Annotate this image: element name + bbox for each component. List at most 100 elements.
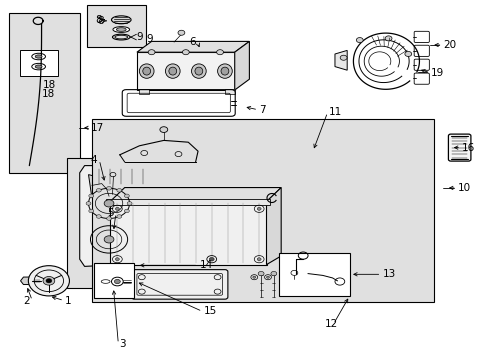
Circle shape	[385, 36, 391, 41]
Text: 4: 4	[90, 155, 97, 165]
Ellipse shape	[139, 64, 154, 78]
Text: 7: 7	[259, 105, 265, 115]
Circle shape	[46, 279, 52, 283]
Polygon shape	[234, 41, 249, 90]
Ellipse shape	[217, 64, 232, 78]
Bar	[139, 89, 149, 94]
Bar	[9, 13, 80, 173]
Text: 20: 20	[443, 40, 456, 50]
Circle shape	[340, 55, 346, 60]
Polygon shape	[110, 188, 281, 202]
Text: 3: 3	[119, 339, 126, 349]
Bar	[278, 253, 349, 296]
Text: 14: 14	[199, 260, 212, 270]
Ellipse shape	[165, 64, 180, 78]
Polygon shape	[334, 50, 346, 70]
Circle shape	[117, 189, 122, 192]
Bar	[92, 119, 433, 302]
Polygon shape	[80, 166, 160, 266]
Circle shape	[124, 194, 129, 198]
Circle shape	[127, 202, 132, 205]
FancyBboxPatch shape	[413, 31, 428, 42]
Polygon shape	[110, 202, 266, 265]
Circle shape	[106, 217, 111, 220]
Text: 11: 11	[328, 107, 341, 117]
Circle shape	[96, 189, 101, 192]
Circle shape	[266, 276, 269, 278]
Circle shape	[252, 276, 255, 278]
Circle shape	[270, 271, 276, 276]
Text: 9: 9	[136, 32, 142, 42]
Circle shape	[114, 279, 120, 284]
Circle shape	[86, 202, 91, 205]
FancyBboxPatch shape	[131, 270, 227, 299]
Ellipse shape	[113, 27, 129, 32]
Text: 17: 17	[91, 123, 104, 133]
Circle shape	[356, 37, 363, 42]
Ellipse shape	[116, 28, 126, 31]
Polygon shape	[20, 277, 32, 284]
Circle shape	[257, 258, 261, 261]
Circle shape	[117, 215, 122, 218]
Text: 12: 12	[324, 319, 337, 329]
Polygon shape	[137, 41, 249, 52]
Polygon shape	[88, 175, 109, 198]
Circle shape	[148, 50, 155, 55]
Bar	[20, 50, 58, 76]
Circle shape	[104, 200, 114, 207]
Circle shape	[28, 266, 69, 296]
Text: 10: 10	[457, 183, 470, 193]
Circle shape	[404, 51, 411, 57]
FancyBboxPatch shape	[413, 59, 428, 70]
Text: 13: 13	[382, 269, 395, 279]
FancyBboxPatch shape	[413, 45, 428, 57]
Ellipse shape	[35, 55, 42, 58]
Circle shape	[115, 207, 119, 210]
Circle shape	[43, 276, 55, 285]
Circle shape	[115, 258, 119, 261]
Text: 5: 5	[107, 208, 114, 218]
Circle shape	[89, 209, 94, 213]
Circle shape	[124, 209, 129, 213]
Bar	[97, 168, 145, 184]
Bar	[94, 263, 134, 298]
Polygon shape	[266, 188, 281, 265]
Polygon shape	[120, 140, 198, 162]
Bar	[87, 5, 145, 47]
Text: 1: 1	[65, 296, 72, 306]
Bar	[106, 199, 270, 205]
Ellipse shape	[35, 65, 42, 68]
Bar	[67, 158, 158, 288]
Ellipse shape	[191, 64, 206, 78]
Circle shape	[106, 186, 111, 190]
Text: 8: 8	[95, 15, 102, 25]
Ellipse shape	[168, 67, 176, 75]
FancyBboxPatch shape	[413, 73, 428, 84]
Circle shape	[257, 207, 261, 210]
Circle shape	[209, 257, 214, 261]
Text: 18: 18	[43, 80, 56, 90]
Text: 16: 16	[461, 143, 474, 153]
Text: 15: 15	[203, 306, 216, 316]
Circle shape	[178, 30, 184, 35]
Circle shape	[160, 127, 167, 132]
Ellipse shape	[195, 67, 203, 75]
Text: 18: 18	[42, 89, 55, 99]
Circle shape	[182, 50, 189, 55]
Text: 2: 2	[23, 296, 30, 306]
Circle shape	[258, 271, 264, 276]
Text: 19: 19	[430, 68, 444, 78]
Circle shape	[89, 194, 94, 198]
Polygon shape	[137, 52, 234, 90]
Circle shape	[96, 215, 101, 218]
Ellipse shape	[142, 67, 150, 75]
Bar	[224, 89, 234, 94]
Text: 8: 8	[97, 16, 104, 26]
Text: 9: 9	[146, 33, 153, 44]
Circle shape	[216, 50, 223, 55]
FancyBboxPatch shape	[447, 134, 470, 161]
Ellipse shape	[111, 16, 131, 24]
Ellipse shape	[221, 67, 228, 75]
Circle shape	[104, 236, 114, 243]
Text: 6: 6	[188, 37, 195, 48]
